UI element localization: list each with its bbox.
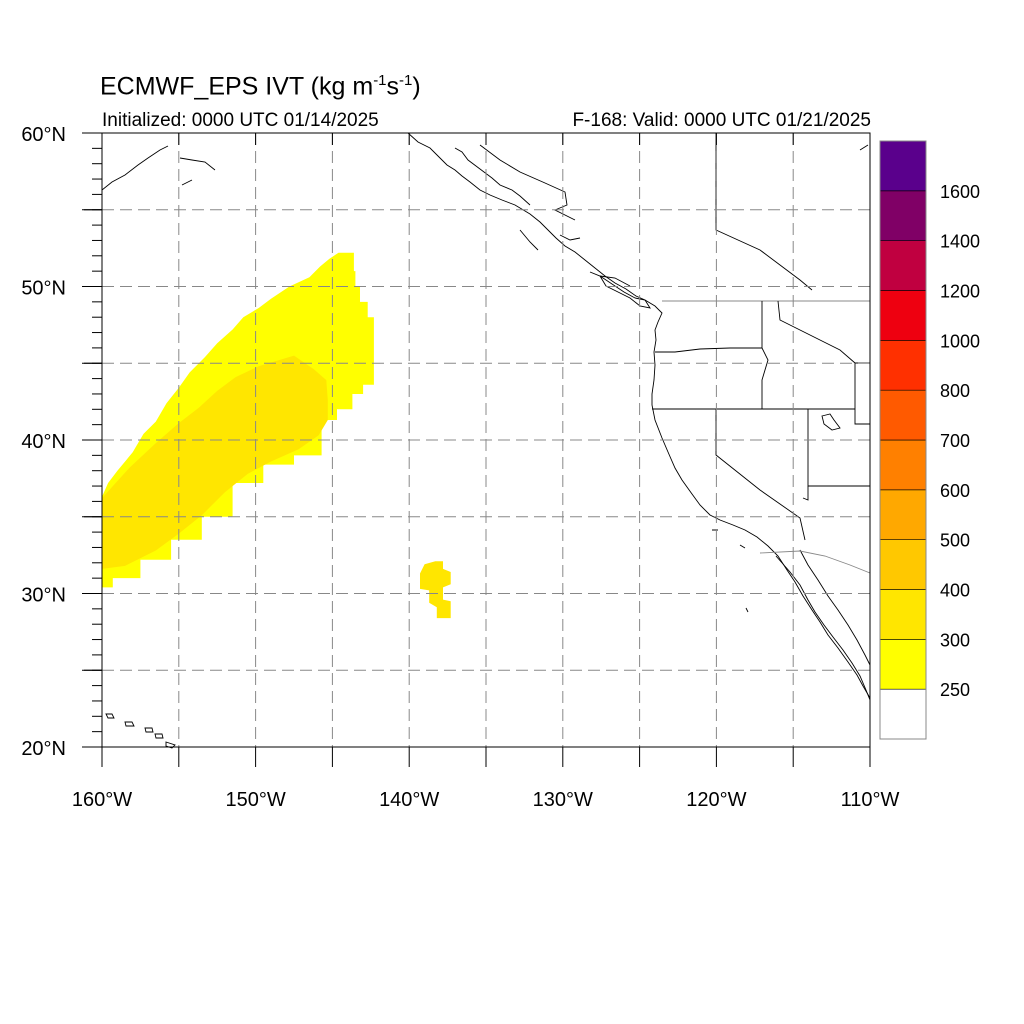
baja-coast <box>775 555 871 701</box>
idaho-montana-border <box>777 300 856 364</box>
colorbar-box <box>879 639 927 690</box>
longitude-labels: 160°W 150°W 140°W 130°W 120°W 110°W <box>72 789 900 811</box>
yukon-border <box>715 133 813 291</box>
colorbar-label: 1000 <box>940 331 980 351</box>
lat-label: 40°N <box>21 431 66 453</box>
lon-label: 140°W <box>379 789 439 811</box>
colorbar-box <box>879 290 927 341</box>
lat-label: 50°N <box>21 278 66 300</box>
alaska-canada-border <box>479 144 576 221</box>
lat-label: 30°N <box>21 585 66 607</box>
lon-label: 130°W <box>533 789 593 811</box>
colorbar-label: 300 <box>940 630 970 650</box>
us-mexico-border <box>759 550 871 574</box>
lon-label: 160°W <box>72 789 132 811</box>
colorbar-label: 500 <box>940 531 970 551</box>
alaska-west <box>101 144 869 191</box>
colorbar-box <box>879 389 927 441</box>
idaho-west-border <box>761 301 769 409</box>
colorbar-box <box>879 589 927 640</box>
alaska-panhandle <box>454 147 631 287</box>
vancouver-island <box>599 275 651 309</box>
lat-label: 20°N <box>21 738 66 760</box>
coastlines <box>101 132 871 749</box>
axis-ticks <box>82 132 871 767</box>
chart-title: ECMWF_EPS IVT (kg m-1s-1) <box>100 72 421 101</box>
colorbar-box <box>879 140 927 192</box>
colorbar-label: 1200 <box>940 282 980 302</box>
lon-label: 150°W <box>225 789 285 811</box>
political-boundaries <box>479 133 871 574</box>
nevada-border <box>715 409 806 541</box>
map-gridlines <box>102 133 870 747</box>
colorbar-box <box>879 688 927 740</box>
colorbar-label: 1400 <box>940 232 980 252</box>
ivt-fields <box>102 252 451 619</box>
colorbar-label: 700 <box>940 431 970 451</box>
washington-oregon-border <box>655 347 762 353</box>
ivt-colorbar: 250 300 400 500 600 700 800 1000 1200 1400 1600 <box>879 140 980 740</box>
utah-border <box>807 409 870 487</box>
gulf-of-california <box>799 549 871 666</box>
colorbar-box <box>879 340 927 391</box>
hawaii-islands <box>105 713 176 749</box>
valid-time: F-168: Valid: 0000 UTC 01/21/2025 <box>572 110 871 131</box>
colorbar-box <box>879 539 927 590</box>
colorbar-box <box>879 190 927 241</box>
lon-label: 110°W <box>841 789 900 811</box>
ivt-area-2 <box>420 561 451 619</box>
colorbar-label: 1600 <box>940 182 980 202</box>
colorbar-label: 250 <box>940 680 970 700</box>
lat-label: 60°N <box>21 124 66 146</box>
north-america-coast <box>407 132 871 699</box>
arizona-border <box>802 486 809 501</box>
colorbar-border <box>879 140 927 740</box>
colorbar-label: 400 <box>940 581 970 601</box>
colorbar-box <box>879 439 927 491</box>
latitude-labels: 60°N 50°N 40°N 30°N 20°N <box>21 124 66 760</box>
great-salt-lake <box>821 413 841 431</box>
colorbar-label: 800 <box>940 381 970 401</box>
colorbar-box <box>879 240 927 291</box>
lon-label: 120°W <box>686 789 746 811</box>
channel-islands <box>712 529 749 613</box>
ivt-area-1 <box>102 355 328 569</box>
colorbar-box <box>879 489 927 540</box>
colorbar-label: 600 <box>940 481 970 501</box>
initialized-time: Initialized: 0000 UTC 01/14/2025 <box>102 110 379 131</box>
wyoming-box <box>854 362 870 425</box>
